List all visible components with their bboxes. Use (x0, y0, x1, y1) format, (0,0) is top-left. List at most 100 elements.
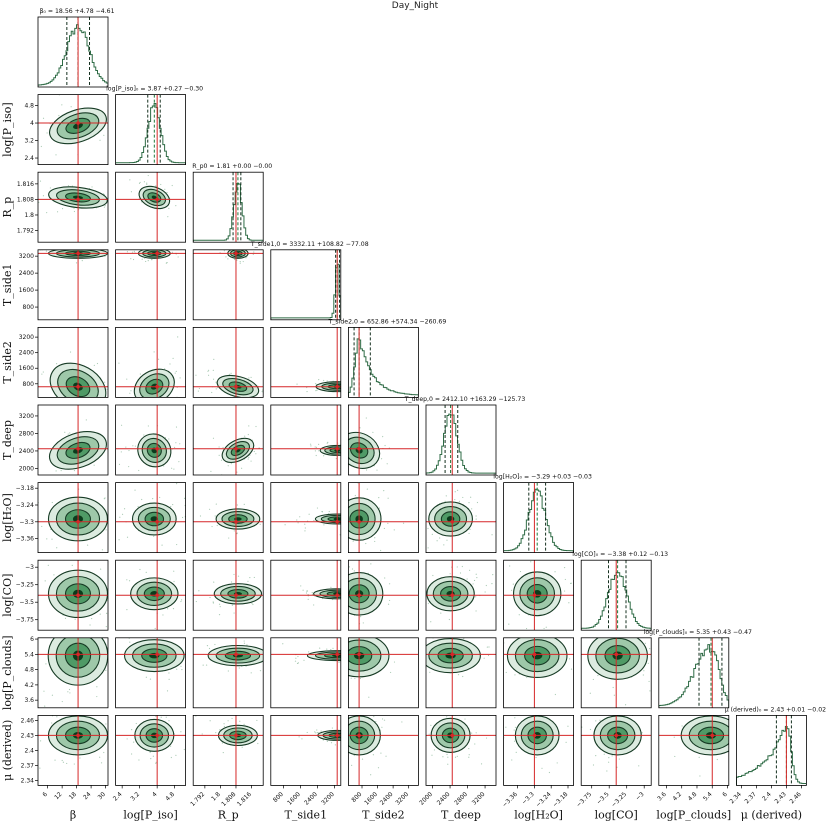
panel-3-1 (115, 249, 186, 321)
sample-point (227, 670, 229, 672)
x-tick-label: 4.8 (164, 791, 176, 803)
sample-point (110, 636, 111, 637)
sample-point (314, 450, 317, 452)
contour-group (41, 351, 108, 398)
sample-point (199, 515, 202, 517)
sample-point (111, 598, 112, 599)
sample-point (112, 711, 113, 712)
sample-point (599, 719, 601, 721)
sample-point (154, 627, 156, 630)
x-tick-label: −3.25 (610, 791, 628, 809)
sample-point (535, 555, 536, 556)
sample-point (205, 589, 206, 590)
sample-point (168, 207, 170, 209)
sample-point (745, 720, 746, 721)
panel-content (193, 327, 264, 398)
sample-point (28, 794, 29, 795)
y-tick-label: 2400 (19, 448, 34, 455)
sample-point (201, 733, 203, 735)
panel-frame (115, 94, 186, 165)
sample-point (642, 674, 644, 676)
sample-point (592, 764, 595, 766)
panel-frame (37, 559, 109, 631)
sample-point (347, 518, 348, 519)
sample-point (139, 568, 141, 571)
sample-point (743, 713, 744, 714)
sample-point (346, 733, 347, 734)
sample-point (341, 380, 342, 381)
sample-point (36, 137, 38, 139)
panel-6-4 (328, 482, 419, 554)
sample-point (308, 513, 310, 515)
sample-point (279, 532, 280, 533)
sample-point (264, 655, 265, 656)
sample-point (178, 461, 180, 463)
sample-point (638, 765, 640, 767)
sample-point (393, 661, 396, 663)
sample-point (568, 658, 571, 660)
sample-point (119, 254, 120, 255)
sample-point (141, 258, 143, 260)
sample-point (608, 761, 610, 763)
sample-point (305, 592, 308, 594)
sample-point (145, 571, 147, 574)
sample-point (56, 716, 58, 718)
sample-point (341, 389, 342, 390)
sample-point (378, 507, 380, 509)
sample-point (344, 739, 345, 740)
sample-point (323, 379, 325, 382)
truth-point (335, 593, 339, 597)
sample-point (82, 693, 83, 694)
sample-point (93, 364, 95, 366)
sample-point (313, 519, 315, 522)
sample-point (44, 705, 46, 707)
sample-point (570, 668, 573, 670)
x-tick-label: 6 (721, 791, 729, 799)
sample-point (75, 633, 76, 634)
sample-point (310, 443, 312, 445)
sample-point (17, 664, 18, 665)
sample-point (530, 561, 532, 563)
sample-point (58, 114, 60, 117)
sample-point (251, 602, 253, 604)
sample-point (246, 644, 248, 646)
sample-point (256, 719, 258, 722)
sample-point (56, 363, 58, 365)
sample-point (105, 625, 107, 628)
sample-point (287, 606, 288, 607)
panel-content (115, 172, 186, 243)
contour-group (210, 425, 260, 475)
sample-point (267, 533, 268, 534)
sample-point (211, 391, 213, 394)
sample-point (113, 209, 114, 210)
panel-3-2 (192, 249, 264, 321)
sample-point (546, 636, 547, 637)
sample-point (538, 684, 539, 685)
sample-point (698, 756, 700, 759)
x-tick-label: 24 (82, 791, 92, 801)
sample-point (321, 433, 323, 435)
sample-point (114, 208, 115, 209)
sample-point (328, 502, 329, 503)
sample-point (476, 501, 479, 504)
sample-point (361, 386, 362, 387)
sample-point (111, 502, 112, 503)
panel-frame (425, 715, 497, 786)
sample-point (595, 755, 597, 757)
sample-point (223, 250, 225, 252)
sample-point (304, 673, 305, 674)
sample-point (145, 260, 147, 263)
sample-point (214, 643, 216, 646)
panel-content (115, 715, 186, 786)
panel-8-1 (110, 636, 186, 709)
sample-point (318, 443, 320, 445)
sample-point (401, 721, 403, 723)
sample-point (332, 647, 334, 649)
sample-point (180, 731, 182, 733)
sample-point (118, 412, 120, 414)
truth-point (532, 652, 537, 657)
sample-point (420, 497, 421, 498)
sample-point (427, 602, 429, 605)
sample-point (310, 445, 312, 447)
sample-point (312, 591, 313, 592)
